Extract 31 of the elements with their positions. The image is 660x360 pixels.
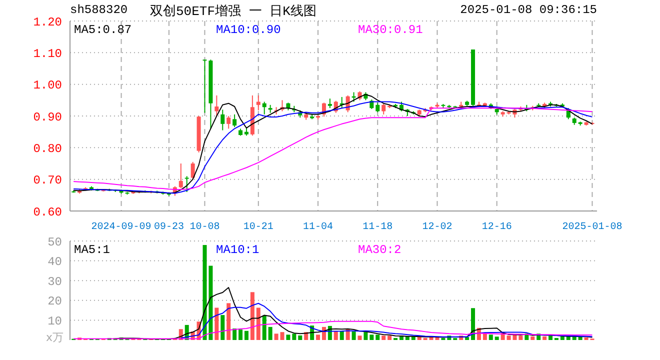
chart-title: 双创50ETF增强 一 日K线图	[150, 3, 316, 20]
y-tick-label: 0.70	[33, 174, 62, 188]
y-tick-label: 40	[48, 255, 62, 270]
x-tick-label: 10-08	[190, 222, 220, 233]
y-tick-label: 20	[48, 294, 62, 309]
y-tick-label: 1.00	[33, 78, 62, 93]
y-axis-title: x万	[46, 330, 64, 345]
text: MA10:1	[216, 243, 260, 257]
text: MA5:0.87	[74, 23, 133, 37]
text: MA30:0.91	[358, 23, 424, 37]
chart-subtitle: sh588320	[70, 3, 128, 17]
text: MA5:1	[74, 243, 112, 257]
y-tick-label: 1.20	[33, 15, 62, 30]
y-tick-label: 0.60	[33, 205, 62, 220]
x-tick-label: 12-16	[482, 222, 512, 233]
x-tick-label: 12-02	[422, 222, 452, 233]
text: MA30:2	[358, 243, 402, 257]
x-tick-label: 2025-01-08	[562, 222, 622, 233]
y-tick-label: 50	[48, 235, 62, 250]
y-tick-label: 10	[48, 314, 62, 328]
y-tick-label: 30	[48, 274, 62, 289]
x-tick-label: 09-23	[154, 222, 184, 233]
text: 2025-01-08 09:36:15	[460, 3, 597, 17]
x-tick-label: 2024-09-09	[91, 222, 152, 233]
x-tick-label: 11-04	[302, 222, 334, 233]
y-tick-label: 0.90	[33, 110, 62, 124]
y-tick-label: 1.10	[33, 46, 62, 61]
y-tick-label: 0.80	[33, 142, 62, 156]
x-tick-label: 10-21	[243, 222, 274, 233]
x-tick-label: 11-18	[362, 222, 393, 233]
text: MA10:0.90	[216, 23, 282, 37]
